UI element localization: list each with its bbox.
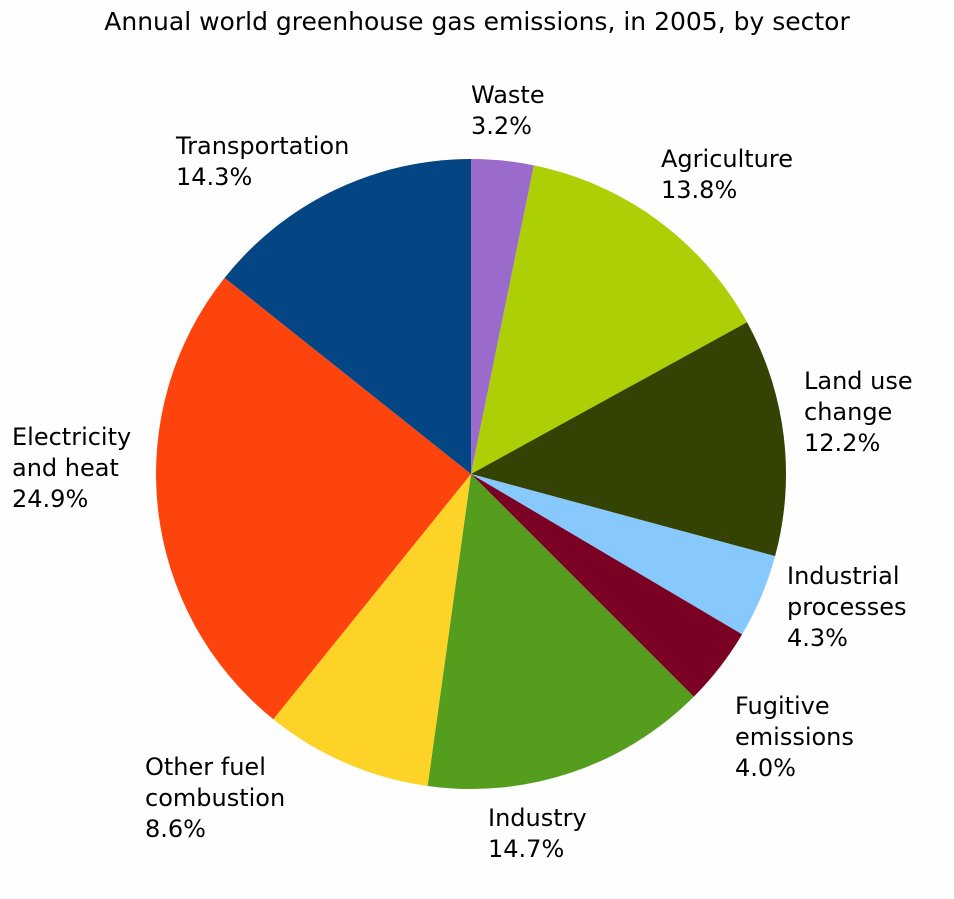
pie-slice-agriculture <box>471 165 748 474</box>
label-agriculture: Agriculture 13.8% <box>661 145 793 204</box>
label-transportation: Transportation 14.3% <box>176 132 350 191</box>
pie-slice-fugitive-emissions <box>471 474 743 697</box>
pie-slice-transportation <box>224 159 471 474</box>
pie-slice-land-use-change <box>471 322 787 557</box>
pie-slices <box>155 159 787 790</box>
pie-slice-electricity-and-heat <box>155 277 471 720</box>
label-other-fuel-combustion: Other fuel combustion 8.6% <box>145 753 286 843</box>
label-waste: Waste 3.2% <box>471 81 545 140</box>
pie-slice-waste <box>471 159 534 474</box>
pie-slice-industry <box>427 474 694 790</box>
chart-title: Annual world greenhouse gas emissions, i… <box>104 7 850 36</box>
label-industry: Industry 14.7% <box>488 804 587 863</box>
label-industrial-processes: Industrial processes 4.3% <box>787 562 907 652</box>
pie-slice-other-fuel-combustion <box>273 474 471 786</box>
label-land-use-change: Land use change 12.2% <box>804 367 913 457</box>
label-electricity-and-heat: Electricity and heat 24.9% <box>12 423 132 513</box>
pie-slice-industrial-processes <box>471 474 776 635</box>
label-fugitive-emissions: Fugitive emissions 4.0% <box>735 692 854 782</box>
